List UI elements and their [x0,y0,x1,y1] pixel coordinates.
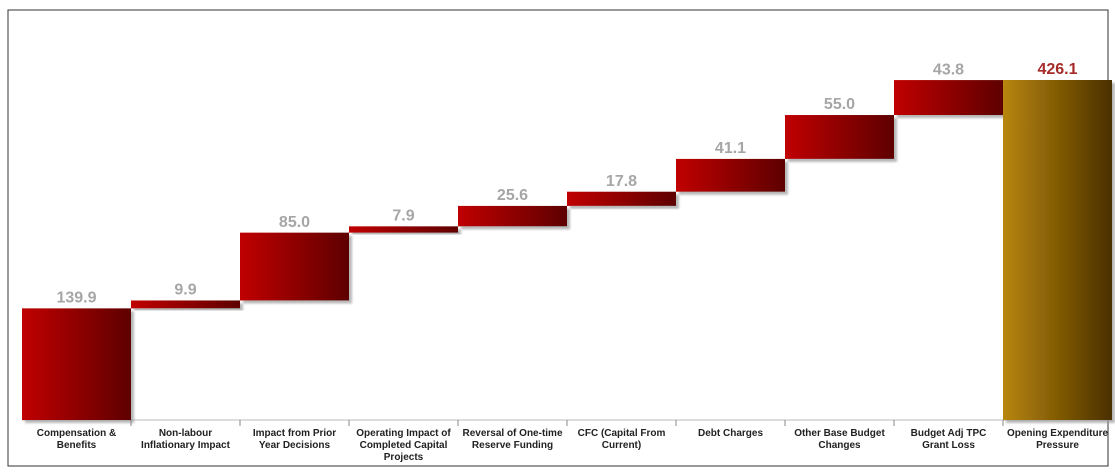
value-label: 43.8 [933,61,964,78]
value-label: 55.0 [824,96,855,113]
value-label: 9.9 [174,282,196,299]
chart-border [7,9,1109,467]
value-label: 41.1 [715,140,746,157]
x-tick-label: Operating Impact of Completed Capital Pr… [356,428,451,463]
x-tick-label: Debt Charges [697,428,763,439]
total-bar [1003,80,1112,420]
x-tick-label: Compensation & Benefits [36,428,117,451]
value-label: 85.0 [279,214,310,231]
bar [785,115,894,159]
value-label: 426.1 [1037,61,1077,78]
value-label: 7.9 [392,208,414,225]
x-tick-label: Budget Adj TPC Grant Loss [910,428,987,451]
x-tick-label: Impact from Prior Year Decisions [252,428,337,451]
bar [894,80,1003,116]
value-label: 17.8 [606,173,637,190]
value-label: 139.9 [56,290,96,307]
bar [240,232,349,301]
bar [22,308,131,420]
bar [676,158,785,192]
x-tick-label: Opening Expenditure Pressure [1006,428,1109,451]
bar [458,205,567,227]
x-tick-label: Other Base Budget Changes [794,428,885,451]
x-tick-label: Non-labour Inflationary Impact [141,428,230,451]
bar [349,226,458,233]
bar [567,191,676,206]
x-tick-label: CFC (Capital From Current) [577,428,666,451]
value-label: 25.6 [497,187,528,204]
bar [131,300,240,309]
x-tick-label: Reversal of One-time Reserve Funding [462,428,563,451]
